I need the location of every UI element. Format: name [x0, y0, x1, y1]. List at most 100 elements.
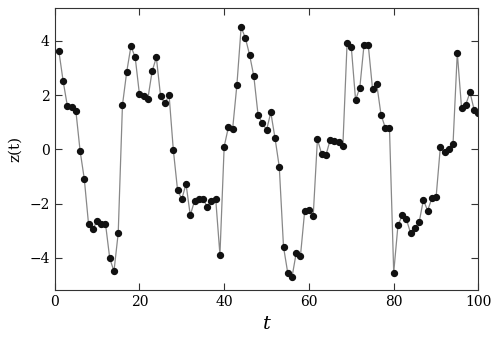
Point	[118, 102, 126, 108]
Point	[186, 212, 194, 218]
Point	[470, 107, 478, 113]
Point	[106, 255, 114, 261]
Point	[292, 250, 300, 255]
Point	[318, 151, 326, 157]
Point	[398, 213, 406, 218]
Point	[84, 221, 92, 227]
Point	[411, 225, 419, 231]
Point	[466, 90, 474, 95]
Point	[233, 82, 241, 88]
Point	[300, 208, 308, 213]
Point	[156, 94, 164, 99]
Point	[343, 40, 351, 46]
Y-axis label: z(t): z(t)	[8, 136, 22, 162]
Point	[428, 196, 436, 201]
Point	[288, 275, 296, 280]
Point	[314, 136, 322, 142]
Point	[98, 222, 106, 227]
Point	[246, 52, 254, 58]
Point	[131, 55, 139, 60]
Point	[110, 269, 118, 274]
Point	[276, 164, 283, 169]
Point	[339, 143, 347, 149]
Point	[462, 102, 470, 107]
Point	[55, 48, 63, 54]
Point	[432, 195, 440, 200]
Point	[76, 148, 84, 153]
Point	[182, 181, 190, 187]
Point	[415, 220, 423, 225]
Point	[356, 85, 364, 90]
Point	[194, 196, 202, 202]
Point	[348, 45, 356, 50]
Point	[373, 81, 381, 87]
Point	[406, 231, 414, 236]
Point	[267, 110, 275, 115]
Point	[208, 198, 216, 203]
Point	[203, 204, 211, 209]
Point	[364, 43, 372, 48]
Point	[228, 126, 236, 131]
Point	[68, 104, 76, 110]
Point	[199, 196, 207, 202]
Point	[445, 147, 453, 152]
Point	[368, 86, 376, 92]
Point	[326, 137, 334, 143]
Point	[122, 69, 130, 75]
Point	[114, 230, 122, 236]
Point	[271, 135, 279, 141]
Point	[161, 101, 169, 106]
Point	[152, 55, 160, 60]
Point	[454, 50, 462, 56]
Point	[220, 144, 228, 149]
Point	[237, 25, 245, 30]
Point	[309, 213, 317, 219]
Point	[212, 196, 220, 202]
Point	[377, 112, 385, 117]
Point	[258, 120, 266, 125]
Point	[449, 141, 457, 146]
Point	[284, 270, 292, 276]
Point	[148, 69, 156, 74]
Point	[89, 226, 97, 232]
Point	[334, 139, 342, 145]
Point	[322, 152, 330, 158]
Point	[59, 78, 67, 84]
Point	[72, 108, 80, 113]
Point	[127, 44, 135, 49]
Point	[165, 92, 173, 98]
Point	[144, 96, 152, 101]
Point	[170, 147, 177, 152]
Point	[296, 253, 304, 258]
Point	[136, 91, 143, 97]
Point	[242, 35, 250, 41]
X-axis label: t: t	[262, 315, 270, 333]
Point	[64, 103, 72, 109]
Point	[424, 208, 432, 213]
Point	[224, 124, 232, 130]
Point	[250, 74, 258, 79]
Point	[280, 244, 287, 250]
Point	[474, 110, 482, 115]
Point	[440, 150, 448, 155]
Point	[360, 42, 368, 47]
Point	[190, 198, 198, 204]
Point	[390, 270, 398, 276]
Point	[178, 196, 186, 202]
Point	[102, 221, 110, 226]
Point	[394, 223, 402, 228]
Point	[420, 197, 428, 203]
Point	[174, 187, 182, 193]
Point	[381, 125, 389, 130]
Point	[254, 113, 262, 118]
Point	[262, 127, 270, 133]
Point	[305, 207, 313, 212]
Point	[386, 125, 394, 131]
Point	[93, 218, 101, 224]
Point	[330, 138, 338, 144]
Point	[80, 176, 88, 182]
Point	[402, 217, 410, 222]
Point	[458, 105, 466, 110]
Point	[140, 93, 147, 99]
Point	[352, 97, 360, 103]
